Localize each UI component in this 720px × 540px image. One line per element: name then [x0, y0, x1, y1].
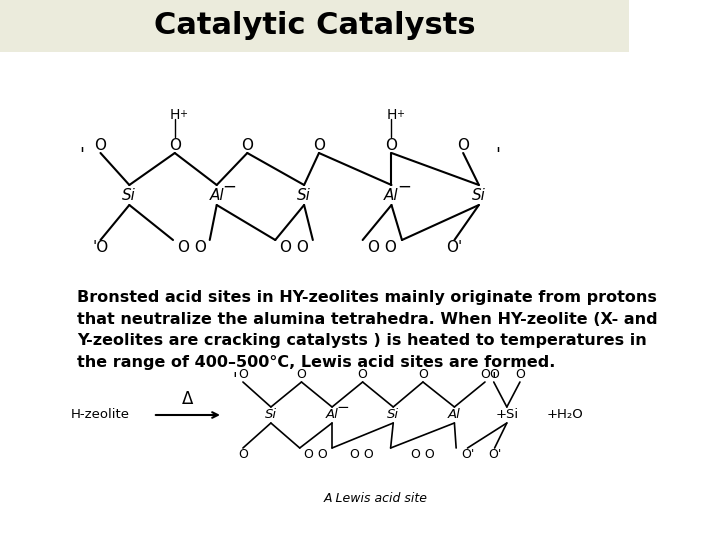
Text: O: O	[515, 368, 525, 381]
Text: Catalytic Catalysts: Catalytic Catalysts	[154, 11, 475, 40]
Text: O: O	[489, 368, 499, 381]
Text: O O: O O	[369, 240, 397, 255]
Text: 'O: 'O	[92, 240, 109, 255]
Text: −: −	[397, 178, 410, 196]
Text: H: H	[387, 108, 397, 122]
Text: −: −	[222, 178, 236, 196]
Text: O': O'	[446, 240, 462, 255]
Text: ': '	[492, 371, 496, 389]
Text: Δ: Δ	[182, 390, 194, 408]
Text: Bronsted acid sites in HY-zeolites mainly originate from protons
that neutralize: Bronsted acid sites in HY-zeolites mainl…	[77, 290, 657, 370]
Text: O: O	[238, 368, 248, 381]
Text: Al: Al	[448, 408, 461, 422]
Text: O: O	[457, 138, 469, 152]
Text: O: O	[385, 138, 397, 152]
Text: ': '	[495, 146, 500, 164]
Text: Si: Si	[122, 187, 136, 202]
Text: ': '	[78, 146, 84, 164]
Text: O': O'	[488, 449, 501, 462]
Text: O O: O O	[305, 449, 328, 462]
Text: O: O	[358, 368, 368, 381]
Text: Al: Al	[325, 408, 338, 422]
Text: Si: Si	[387, 408, 399, 422]
Text: O O: O O	[411, 449, 435, 462]
Text: +: +	[396, 109, 404, 119]
Text: ': '	[232, 371, 236, 389]
Text: −: −	[336, 400, 349, 415]
Text: Si: Si	[297, 187, 311, 202]
Text: +H₂O: +H₂O	[546, 408, 583, 422]
Text: O: O	[238, 449, 248, 462]
Text: Al: Al	[210, 187, 224, 202]
Text: A Lewis acid site: A Lewis acid site	[324, 491, 428, 504]
Text: O: O	[313, 138, 325, 152]
Text: Si: Si	[265, 408, 277, 422]
FancyBboxPatch shape	[0, 0, 629, 52]
Text: O: O	[480, 368, 490, 381]
Text: Si: Si	[472, 187, 486, 202]
Text: H: H	[170, 108, 180, 122]
Text: O: O	[94, 138, 107, 152]
Text: Al: Al	[384, 187, 399, 202]
Text: +Si: +Si	[495, 408, 518, 422]
Text: O': O'	[461, 449, 474, 462]
Text: H-zeolite: H-zeolite	[71, 408, 130, 422]
Text: O: O	[418, 368, 428, 381]
Text: O O: O O	[178, 240, 207, 255]
Text: O O: O O	[350, 449, 374, 462]
Text: O: O	[241, 138, 253, 152]
Text: +: +	[179, 109, 187, 119]
Text: O: O	[168, 138, 181, 152]
Text: O: O	[297, 368, 307, 381]
Text: O O: O O	[280, 240, 309, 255]
